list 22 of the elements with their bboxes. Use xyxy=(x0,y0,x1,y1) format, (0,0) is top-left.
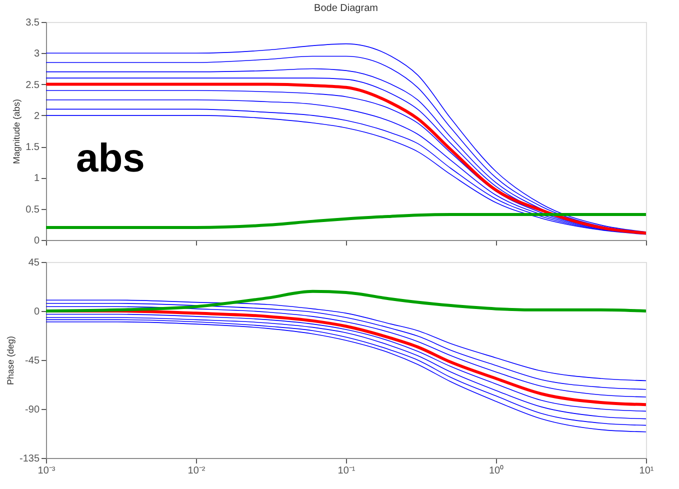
y-tick-label: 0 xyxy=(34,236,40,246)
y-axis-title: Phase (deg) xyxy=(5,336,16,386)
y-tick-label: 1 xyxy=(34,173,40,184)
y-tick-label: 3 xyxy=(34,48,40,60)
x-tick-label: 10⁻² xyxy=(188,466,206,476)
chart-title: Bode Diagram xyxy=(314,3,378,14)
y-tick-label: 1.5 xyxy=(26,142,40,154)
y-tick-label: 3.5 xyxy=(26,18,40,28)
x-tick-label: 10⁻¹ xyxy=(338,466,356,476)
x-tick-label: 10⁻³ xyxy=(38,466,56,476)
y-tick-label: 2.5 xyxy=(26,80,40,91)
y-tick-label: -45 xyxy=(25,356,40,366)
x-tick-label: 10¹ xyxy=(639,466,654,476)
annotation: abs xyxy=(76,136,145,180)
y-tick-label: 0.5 xyxy=(26,204,40,216)
y-tick-label: -90 xyxy=(25,404,40,416)
y-tick-label: -135 xyxy=(19,454,40,464)
y-tick-label: 2 xyxy=(34,110,40,122)
y-tick-label: 0 xyxy=(34,306,40,318)
y-tick-label: 45 xyxy=(28,258,40,268)
x-tick-label: 10⁰ xyxy=(488,464,504,476)
y-axis-title: Magnitude (abs) xyxy=(12,98,22,164)
